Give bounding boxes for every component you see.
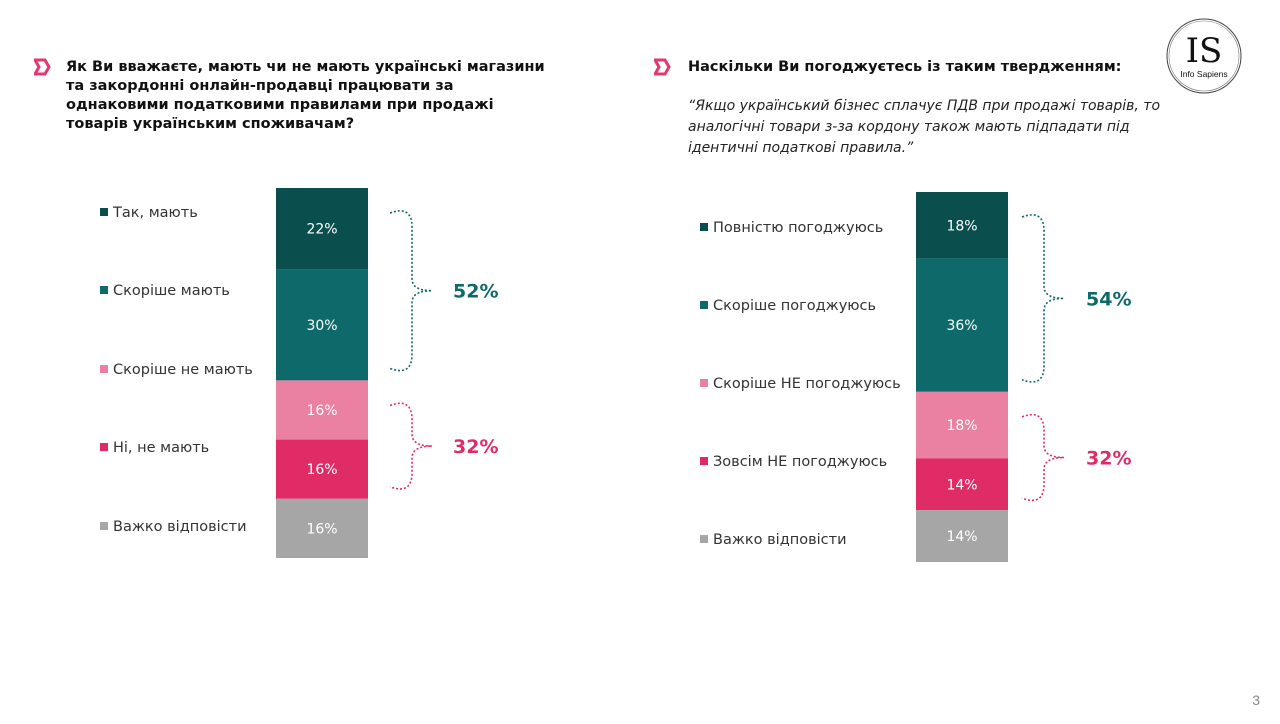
arrow-right-icon bbox=[654, 58, 671, 76]
page-number: 3 bbox=[1252, 692, 1260, 708]
data-label-right-1: 36% bbox=[946, 318, 977, 334]
legend-label-right-4: Важко відповісти bbox=[713, 532, 847, 548]
legend-swatch-right-0 bbox=[700, 223, 708, 231]
bar-segment-right-0 bbox=[916, 192, 1008, 259]
logo-subtitle: Info Sapiens bbox=[1180, 69, 1227, 79]
bar-segment-left-0 bbox=[276, 188, 368, 270]
bar-segment-right-3 bbox=[916, 458, 1008, 511]
stacked-bar-chart-left: 22% 30% 16% 16% 16% Так, мають Скоріше мають Ск… bbox=[0, 0, 640, 720]
group-total-left-1: 32% bbox=[453, 436, 498, 458]
legend-swatch-left-4 bbox=[100, 522, 108, 530]
legend-label-right-2: Скоріше НЕ погоджуюсь bbox=[713, 376, 901, 392]
data-label-left-3: 16% bbox=[306, 462, 337, 478]
data-label-right-2: 18% bbox=[946, 418, 977, 434]
bar-segment-right-1 bbox=[916, 258, 1008, 392]
legend-swatch-right-2 bbox=[700, 379, 708, 387]
info-sapiens-logo: IS Info Sapiens bbox=[1164, 16, 1244, 96]
group-bracket-right-1 bbox=[1021, 413, 1065, 502]
chart-right-svg: 18% 36% 18% 14% 14% Повністю погоджуюсь Скоріш… bbox=[700, 192, 1131, 562]
legend-label-right-1: Скоріше погоджуюсь bbox=[713, 298, 876, 314]
data-label-right-3: 14% bbox=[946, 477, 977, 493]
legend-swatch-left-2 bbox=[100, 365, 108, 373]
legend-swatch-right-1 bbox=[700, 301, 708, 309]
question-title-left: Як Ви вважаєте, мають чи не мають україн… bbox=[66, 59, 545, 132]
bar-segment-left-1 bbox=[276, 269, 368, 381]
chart-left-svg: 22% 30% 16% 16% 16% Так, мають Скоріше мають Ск… bbox=[100, 188, 498, 558]
bar-segment-right-4 bbox=[916, 510, 1008, 562]
data-label-left-2: 16% bbox=[306, 403, 337, 419]
arrow-right-icon bbox=[34, 58, 51, 76]
logo-mark: IS bbox=[1186, 31, 1223, 71]
legend-swatch-right-3 bbox=[700, 457, 708, 465]
group-bracket-left-1 bbox=[389, 402, 433, 490]
data-label-left-1: 30% bbox=[306, 318, 337, 334]
data-label-right-4: 14% bbox=[946, 529, 977, 545]
data-label-left-0: 22% bbox=[306, 222, 337, 238]
legend-label-left-0: Так, мають bbox=[112, 205, 198, 221]
legend-label-right-3: Зовсім НЕ погоджуюсь bbox=[713, 454, 887, 470]
legend-swatch-left-1 bbox=[100, 286, 108, 294]
question-title-right: Наскільки Ви погоджуєтесь із таким тверд… bbox=[688, 59, 1122, 75]
legend-label-left-3: Ні, не мають bbox=[113, 440, 209, 456]
bar-segment-left-4 bbox=[276, 498, 368, 558]
legend-swatch-right-4 bbox=[700, 535, 708, 543]
group-total-left-0: 52% bbox=[453, 281, 498, 303]
group-bracket-right-0 bbox=[1021, 214, 1065, 383]
bar-segment-right-2 bbox=[916, 391, 1008, 459]
legend-label-left-4: Важко відповісти bbox=[113, 519, 247, 535]
data-label-right-0: 18% bbox=[946, 218, 977, 234]
group-bracket-left-0 bbox=[389, 210, 433, 372]
group-total-right-1: 32% bbox=[1086, 448, 1131, 470]
data-label-left-4: 16% bbox=[306, 521, 337, 537]
legend-swatch-left-0 bbox=[100, 208, 108, 216]
bar-segment-left-2 bbox=[276, 380, 368, 440]
statement-quote: “Якщо український бізнес сплачує ПДВ при… bbox=[688, 98, 1161, 156]
bar-segment-left-3 bbox=[276, 439, 368, 499]
legend-label-left-2: Скоріше не мають bbox=[113, 362, 253, 378]
legend-swatch-left-3 bbox=[100, 443, 108, 451]
legend-label-left-1: Скоріше мають bbox=[113, 283, 230, 299]
stacked-bar-chart-right: 18% 36% 18% 14% 14% Повністю погоджуюсь Скоріш… bbox=[640, 0, 1280, 720]
group-total-right-0: 54% bbox=[1086, 288, 1131, 310]
legend-label-right-0: Повністю погоджуюсь bbox=[713, 220, 883, 236]
